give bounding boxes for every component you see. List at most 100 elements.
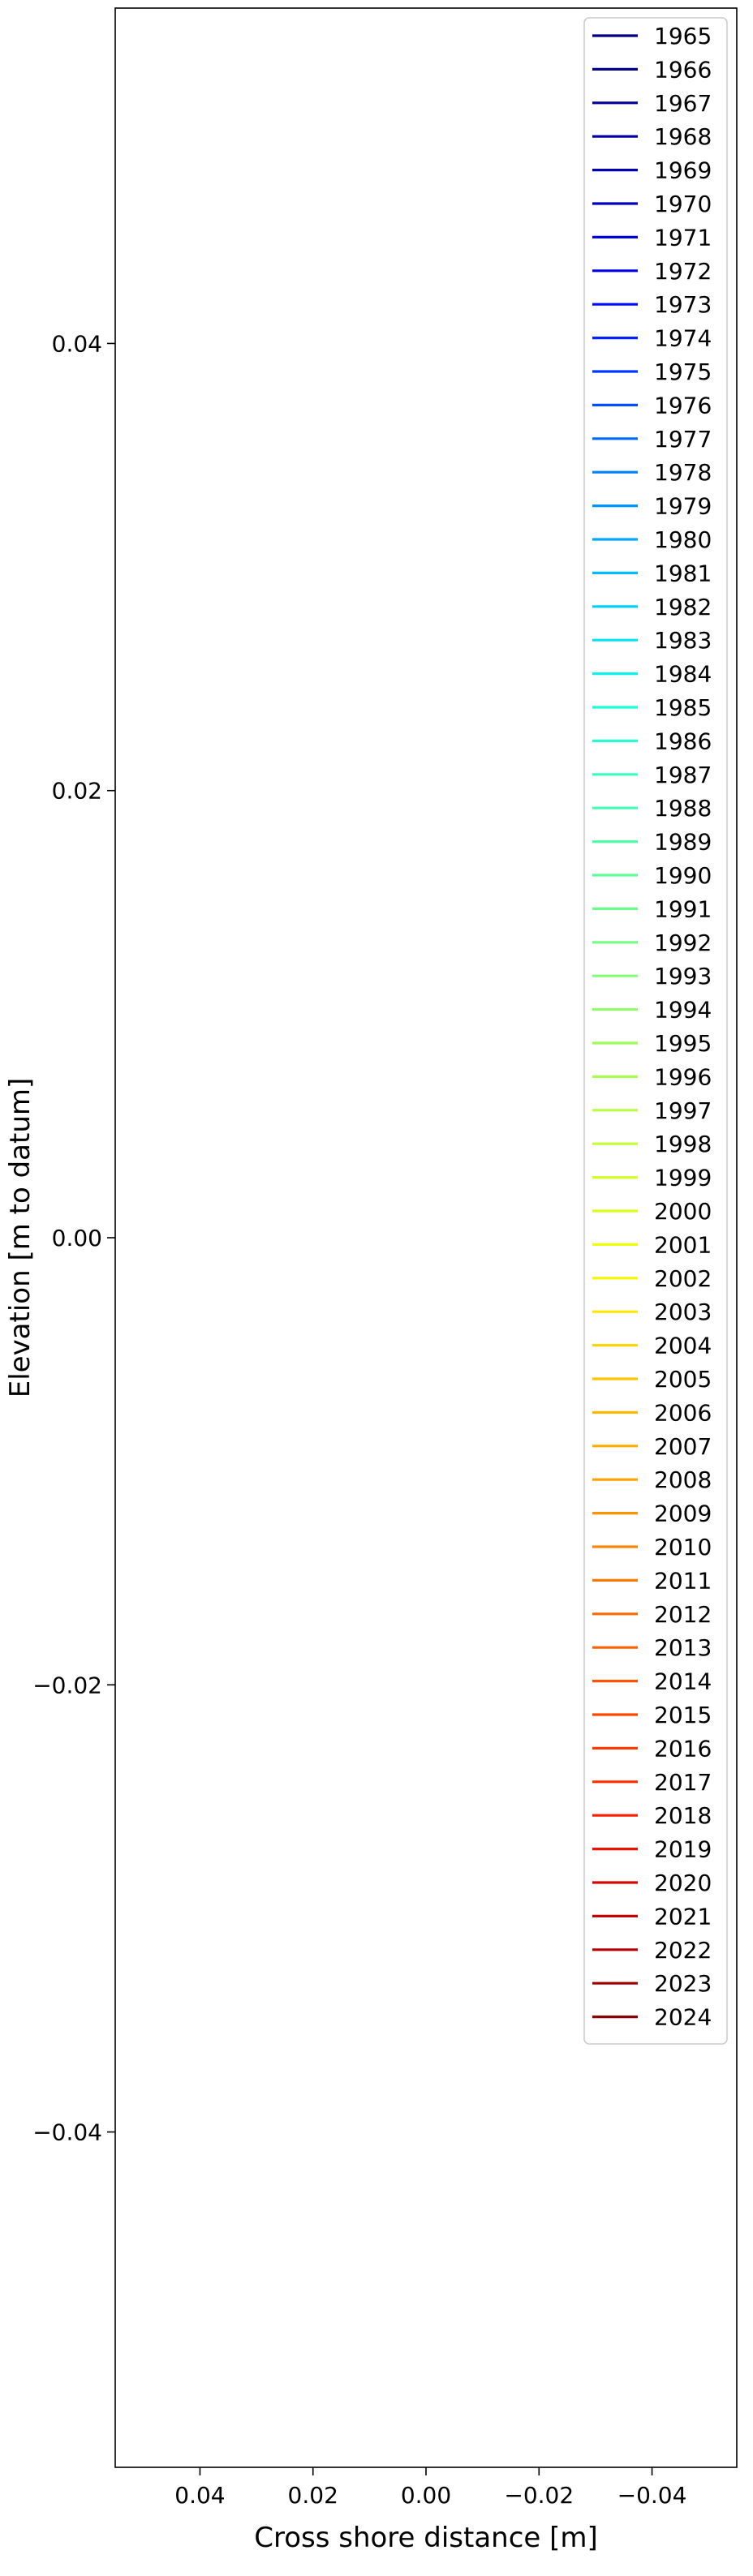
legend-entry: 2004	[592, 1333, 712, 1359]
legend-entry: 1983	[592, 627, 712, 654]
legend-label: 2009	[654, 1501, 712, 1527]
x-tick-label: 0.04	[174, 2482, 225, 2509]
legend-entry: 1997	[592, 1097, 712, 1124]
legend-entry: 1999	[592, 1165, 712, 1191]
legend-entry: 2020	[592, 1870, 712, 1896]
legend-label: 2020	[654, 1870, 712, 1896]
legend-entry: 2007	[592, 1433, 712, 1460]
legend-entry: 1985	[592, 694, 712, 721]
legend-label: 1979	[654, 493, 712, 520]
legend-entry: 1971	[592, 224, 712, 251]
x-tick-label: 0.02	[288, 2482, 338, 2509]
legend-entry: 1993	[592, 963, 712, 990]
legend-entry: 2003	[592, 1299, 712, 1325]
legend-entry: 2002	[592, 1265, 712, 1292]
x-tick-label: −0.02	[504, 2482, 574, 2509]
legend-label: 1976	[654, 392, 712, 419]
legend-label: 2001	[654, 1231, 712, 1258]
legend-label: 1987	[654, 762, 712, 788]
legend-label: 2017	[654, 1769, 712, 1796]
legend-entry: 1992	[592, 930, 712, 956]
legend-label: 2008	[654, 1466, 712, 1493]
legend-entry: 2023	[592, 1970, 712, 1997]
legend-label: 2007	[654, 1433, 712, 1460]
legend-label: 2021	[654, 1903, 712, 1930]
legend-entry: 2016	[592, 1735, 712, 1762]
legend-entry: 1973	[592, 291, 712, 318]
legend-label: 1968	[654, 123, 712, 150]
legend-label: 2015	[654, 1702, 712, 1728]
legend-entry: 1975	[592, 358, 712, 385]
legend-label: 2019	[654, 1836, 712, 1863]
legend-label: 1993	[654, 963, 712, 990]
legend-label: 1975	[654, 358, 712, 385]
legend-label: 1989	[654, 829, 712, 856]
legend-entry: 1977	[592, 426, 712, 453]
legend-entry: 1984	[592, 661, 712, 688]
legend-entry: 2000	[592, 1198, 712, 1225]
legend-label: 1965	[654, 23, 712, 49]
legend-label: 1996	[654, 1063, 712, 1090]
legend-entry: 1996	[592, 1063, 712, 1090]
legend-entry: 1998	[592, 1131, 712, 1157]
legend-label: 2002	[654, 1265, 712, 1292]
legend-entry: 2017	[592, 1769, 712, 1796]
legend-entry: 1990	[592, 862, 712, 889]
legend-entry: 1979	[592, 493, 712, 520]
legend-entry: 1966	[592, 56, 712, 83]
legend-frame	[583, 17, 728, 2045]
legend-label: 2005	[654, 1366, 712, 1393]
legend-label: 1973	[654, 291, 712, 318]
legend-entry: 2015	[592, 1702, 712, 1728]
legend-label: 1983	[654, 627, 712, 654]
legend-entry: 1991	[592, 895, 712, 922]
legend-label: 1986	[654, 728, 712, 754]
legend-label: 2024	[654, 2004, 712, 2031]
legend-entry: 1972	[592, 258, 712, 285]
legend-label: 1990	[654, 862, 712, 889]
legend-label: 1974	[654, 325, 712, 352]
y-tick-label: 0.04	[52, 330, 102, 357]
legend-entry: 1987	[592, 762, 712, 788]
legend-label: 1988	[654, 795, 712, 822]
x-tick-label: −0.04	[617, 2482, 687, 2509]
legend-label: 1970	[654, 191, 712, 217]
legend-entry: 2001	[592, 1231, 712, 1258]
legend-label: 1999	[654, 1165, 712, 1191]
legend-label: 2003	[654, 1299, 712, 1325]
legend-entry: 1988	[592, 795, 712, 822]
legend-entry: 2010	[592, 1534, 712, 1561]
x-tick-label: 0.00	[401, 2482, 451, 2509]
legend-label: 1995	[654, 1030, 712, 1057]
legend-entry: 2013	[592, 1634, 712, 1661]
legend-label: 1991	[654, 895, 712, 922]
legend-label: 2018	[654, 1802, 712, 1829]
legend-entry: 1986	[592, 728, 712, 754]
legend-entry: 1974	[592, 325, 712, 352]
legend-entry: 1970	[592, 191, 712, 217]
legend-label: 1984	[654, 661, 712, 688]
legend-label: 1981	[654, 560, 712, 586]
x-axis-label: Cross shore distance [m]	[254, 2522, 598, 2554]
legend-entry: 1994	[592, 997, 712, 1024]
legend-entry: 2014	[592, 1668, 712, 1695]
legend-label: 2006	[654, 1399, 712, 1426]
legend-label: 2004	[654, 1333, 712, 1359]
legend-label: 1982	[654, 594, 712, 620]
legend-entry: 2006	[592, 1399, 712, 1426]
legend-entry: 1989	[592, 829, 712, 856]
legend-label: 2023	[654, 1970, 712, 1997]
legend-entry: 1976	[592, 392, 712, 419]
legend-entry: 2022	[592, 1937, 712, 1964]
y-axis-ticks: 0.04 0.02 0.00 −0.02 −0.04	[32, 330, 115, 2146]
legend-label: 1971	[654, 224, 712, 251]
legend-label: 1978	[654, 459, 712, 486]
legend-label: 2011	[654, 1567, 712, 1594]
y-tick-label: −0.04	[32, 2119, 102, 2146]
legend-entry: 1965	[592, 23, 712, 49]
legend-entry: 1981	[592, 560, 712, 586]
legend-entry: 2012	[592, 1601, 712, 1628]
x-axis-ticks: 0.04 0.02 0.00 −0.02 −0.04	[174, 2467, 686, 2509]
legend-label: 2000	[654, 1198, 712, 1225]
legend-label: 1972	[654, 258, 712, 285]
